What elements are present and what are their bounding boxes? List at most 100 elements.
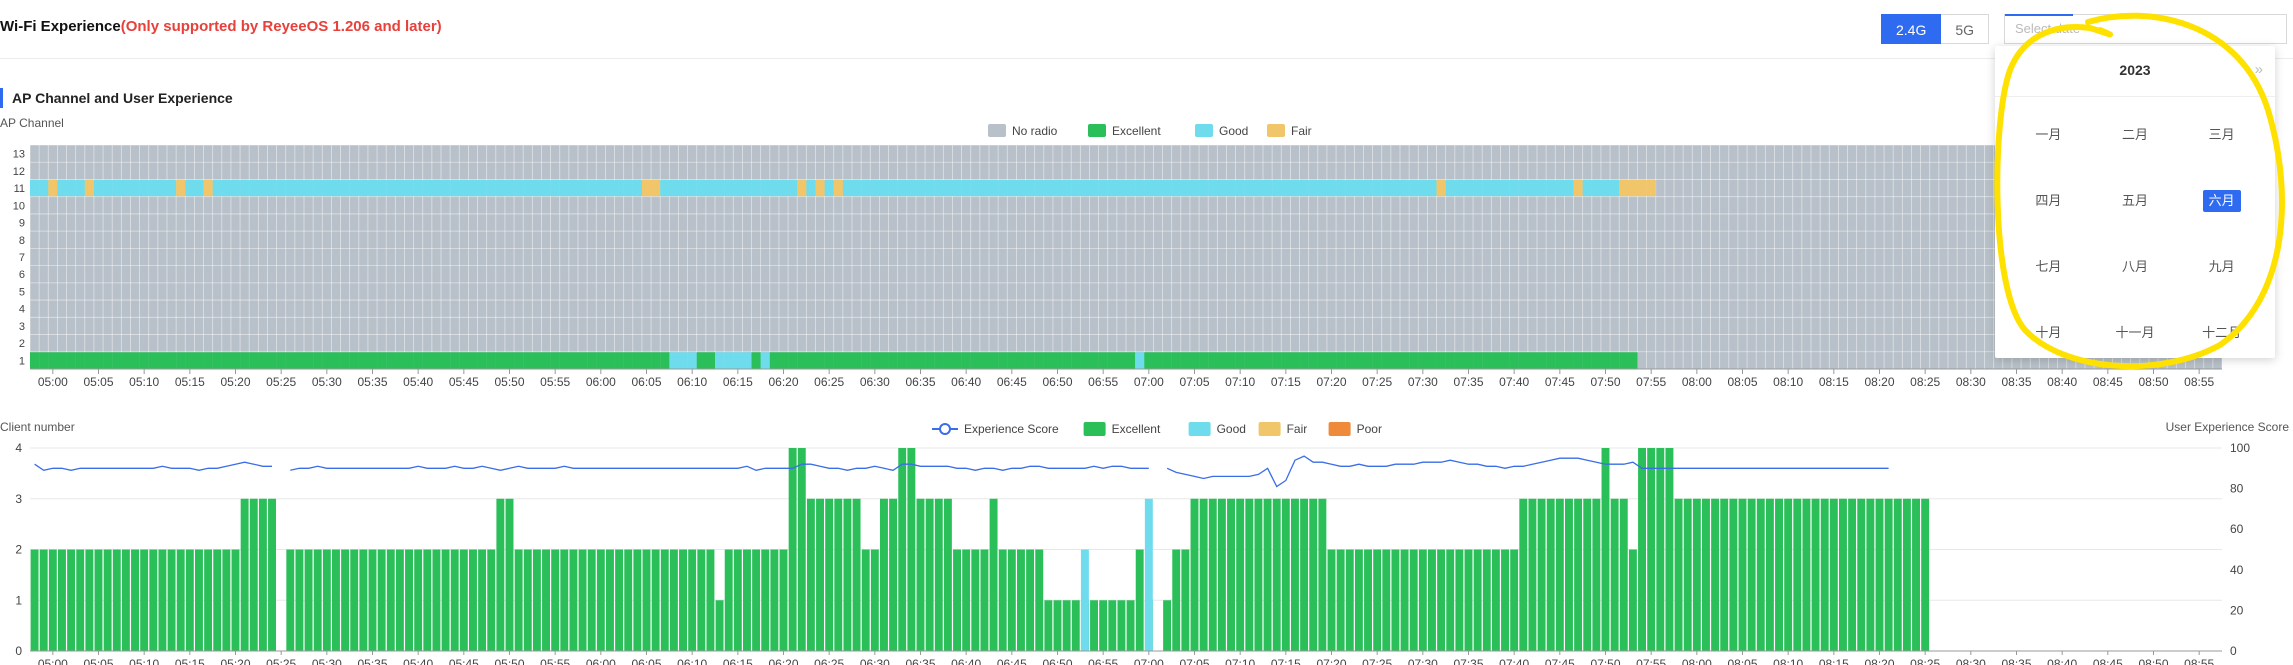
bar: [1117, 600, 1126, 651]
heatmap-cell: [934, 179, 944, 197]
month-picker-popup: 2023 » 一月 二月 三月四月 五月 六月七月 八月 九月十月 十一月 十二月: [1995, 46, 2275, 358]
heatmap-cell: [1463, 179, 1474, 197]
month-cell-4[interactable]: 四月: [2005, 190, 2092, 212]
month-cell-6[interactable]: 六月: [2178, 190, 2265, 212]
x-tick-label: 06:35: [905, 375, 935, 389]
bar: [587, 549, 596, 651]
x-tick-label: 08:05: [1727, 657, 1757, 665]
month-cell-12[interactable]: 十二月: [2178, 322, 2265, 344]
heatmap-cell: [395, 179, 405, 197]
heatmap-cell: [377, 352, 387, 369]
x-tick-label: 06:00: [586, 657, 616, 665]
y-tick-label: 10: [13, 200, 25, 212]
legend-item: Experience Score: [932, 422, 1059, 436]
heatmap-cell: [660, 352, 670, 369]
x-tick-label: 05:15: [175, 375, 205, 389]
y2-tick-label: 20: [2230, 603, 2244, 617]
heatmap-cell: [915, 352, 926, 369]
heatmap-cell: [578, 179, 588, 197]
bar: [158, 549, 167, 651]
heatmap-cell: [888, 179, 898, 197]
y2-tick-label: 100: [2230, 441, 2250, 455]
bar: [1638, 448, 1646, 651]
month-cell-9[interactable]: 九月: [2178, 256, 2265, 278]
bar: [1090, 600, 1098, 651]
heatmap-cell: [523, 352, 533, 369]
heatmap-cell: [1418, 352, 1428, 369]
x-tick-label: 06:05: [631, 657, 661, 665]
x-tick-label: 07:20: [1316, 657, 1346, 665]
month-cell-3[interactable]: 三月: [2178, 124, 2265, 146]
heatmap-cell: [477, 179, 487, 197]
month-label: 十一月: [2115, 325, 2155, 340]
heatmap-cell: [441, 179, 451, 197]
x-tick-label: 05:10: [129, 657, 159, 665]
month-cell-10[interactable]: 十月: [2005, 322, 2092, 344]
band-2-4g-button[interactable]: 2.4G: [1881, 14, 1942, 44]
month-cell-8[interactable]: 八月: [2092, 256, 2179, 278]
heatmap-cell: [870, 352, 880, 369]
heatmap-cell: [1381, 352, 1392, 369]
header-divider: [0, 58, 2293, 59]
x-tick-label: 08:20: [1864, 657, 1894, 665]
bar: [1628, 549, 1637, 651]
next-year-icon[interactable]: »: [2254, 61, 2263, 78]
heatmap-cell: [1052, 179, 1063, 197]
x-tick-label: 08:15: [1819, 657, 1849, 665]
bar: [76, 549, 85, 651]
bar: [258, 498, 267, 651]
heatmap-cell: [760, 352, 770, 369]
heatmap-cell: [1619, 179, 1629, 197]
month-cell-11[interactable]: 十一月: [2092, 322, 2179, 344]
heatmap-cell: [75, 352, 85, 369]
version-note: (Only supported by ReyeeOS 1.206 and lat…: [120, 18, 442, 35]
heatmap-cell: [1600, 352, 1611, 369]
heatmap-cell: [1454, 352, 1465, 369]
heatmap-cell: [998, 352, 1008, 369]
bar: [1747, 498, 1756, 651]
heatmap-cell: [349, 352, 359, 369]
heatmap-cell: [1610, 352, 1620, 369]
y-tick-label: 12: [13, 166, 25, 178]
heatmap-cell: [1427, 179, 1437, 197]
month-label: 九月: [2208, 259, 2235, 274]
legend-item: Fair: [1267, 124, 1312, 138]
x-tick-label: 08:45: [2093, 375, 2123, 389]
bar: [432, 549, 441, 651]
bar: [1683, 498, 1692, 651]
month-cell-2[interactable]: 二月: [2092, 124, 2179, 146]
heatmap-cell: [1500, 179, 1510, 197]
heatmap-cell: [1317, 352, 1328, 369]
year-label[interactable]: 2023: [2119, 62, 2151, 78]
legend-label: Poor: [1357, 422, 1382, 436]
y-axis-title: Client number: [0, 420, 75, 434]
date-input[interactable]: Select date: [2004, 14, 2287, 44]
x-tick-label: 08:00: [1682, 657, 1712, 665]
bar: [825, 498, 834, 651]
month-cell-5[interactable]: 五月: [2092, 190, 2179, 212]
x-tick-label: 05:55: [540, 657, 570, 665]
month-cell-7[interactable]: 七月: [2005, 256, 2092, 278]
month-cell-1[interactable]: 一月: [2005, 124, 2092, 146]
month-label: 一月: [2035, 127, 2062, 142]
bar: [1884, 498, 1893, 651]
band-5g-button[interactable]: 5G: [1941, 14, 1990, 44]
heatmap-cell: [1071, 179, 1081, 197]
y-tick-label: 7: [19, 252, 25, 264]
heatmap-cell: [806, 352, 816, 369]
heatmap-cell: [1189, 352, 1200, 369]
heatmap-cell: [1171, 352, 1181, 369]
x-tick-label: 07:15: [1271, 657, 1301, 665]
bar: [1482, 549, 1491, 651]
heatmap-cell: [1171, 179, 1181, 197]
legend-label: Good: [1217, 422, 1246, 436]
heatmap-cell: [778, 352, 789, 369]
client-number-chart: Client number User Experience Score012340…: [0, 420, 2289, 665]
bar: [1464, 549, 1473, 651]
bar: [679, 549, 687, 651]
heatmap-cell: [915, 179, 926, 197]
x-tick-label: 08:45: [2093, 657, 2123, 665]
heatmap-cell: [532, 352, 542, 369]
bar: [1336, 549, 1345, 651]
legend-swatch: [1267, 124, 1285, 137]
